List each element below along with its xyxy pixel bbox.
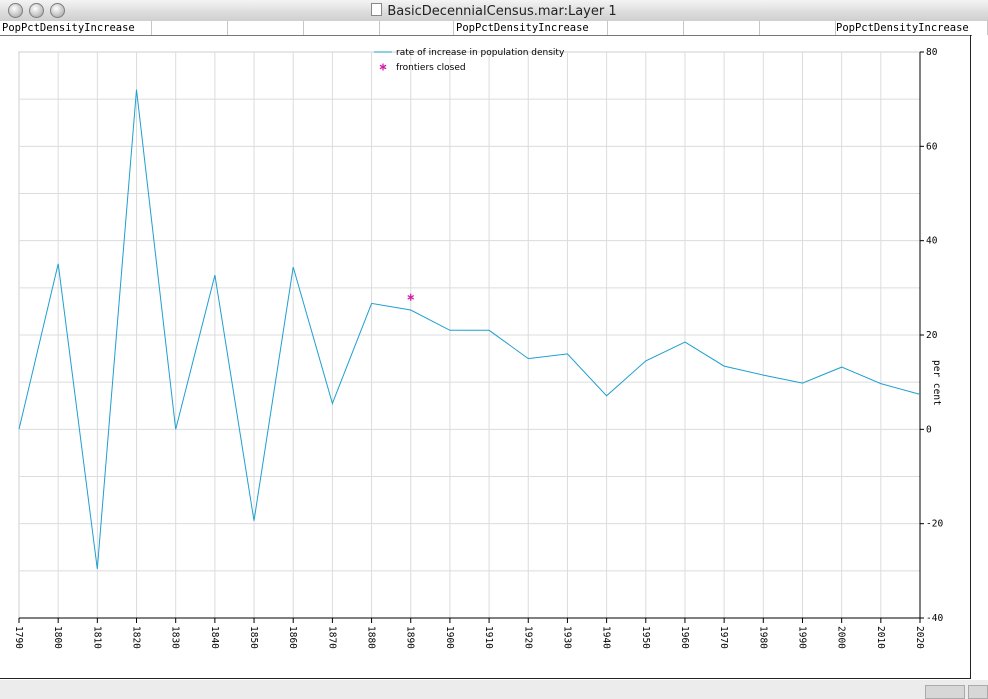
header-cell[interactable]: [684, 21, 760, 35]
y-tick-label: -20: [926, 519, 943, 530]
x-tick-label: 1840: [209, 626, 220, 649]
window-title: BasicDecennialCensus.mar:Layer 1: [387, 4, 617, 19]
plot-frame: [0, 35, 971, 679]
status-bar: [0, 680, 988, 699]
data-point: [762, 374, 765, 377]
window-title-area: BasicDecennialCensus.mar:Layer 1: [0, 3, 988, 19]
x-tick-label: 1920: [522, 626, 533, 649]
y-tick-label: -40: [926, 613, 943, 624]
minimize-window-button[interactable]: [29, 3, 44, 18]
header-cell[interactable]: [608, 21, 684, 35]
x-tick-label: 1890: [405, 626, 416, 649]
data-point: [213, 274, 216, 277]
data-point: [57, 262, 60, 265]
asterisk-stroke: [407, 294, 415, 300]
close-window-button[interactable]: [8, 3, 23, 18]
data-point: [605, 394, 608, 397]
x-tick-label: 1790: [13, 626, 24, 649]
header-cell[interactable]: [380, 21, 454, 35]
legend-label: frontiers closed: [396, 63, 466, 73]
x-tick-label: 1940: [601, 626, 612, 649]
asterisk-stroke: [379, 64, 387, 70]
x-tick-label: 1860: [287, 626, 298, 649]
data-point: [801, 382, 804, 385]
data-point: [174, 428, 177, 431]
y-axis-label: per cent: [931, 360, 942, 406]
x-tick-label: 1850: [248, 626, 259, 649]
window-resize-button[interactable]: [925, 685, 965, 699]
x-tick-label: 1810: [91, 626, 102, 649]
y-tick-label: 0: [926, 424, 932, 435]
data-point: [96, 567, 99, 570]
x-tick-label: 2020: [914, 626, 925, 649]
data-point: [879, 382, 882, 385]
data-point: [135, 88, 138, 91]
header-cell[interactable]: [304, 21, 380, 35]
header-cell[interactable]: [152, 21, 228, 35]
y-tick-label: 40: [926, 236, 938, 247]
x-tick-label: 2010: [875, 626, 886, 649]
title-bar: BasicDecennialCensus.mar:Layer 1: [0, 0, 988, 22]
x-tick-label: 1960: [679, 626, 690, 649]
data-point: [409, 309, 412, 312]
x-tick-label: 2000: [836, 626, 847, 649]
data-point: [919, 393, 922, 396]
x-tick-label: 1800: [52, 626, 63, 649]
x-tick-label: 1900: [444, 626, 455, 649]
header-cell[interactable]: PopPctDensityIncrease: [0, 21, 152, 35]
x-tick-label: 1970: [718, 626, 729, 649]
data-point: [448, 329, 451, 332]
data-point: [527, 357, 530, 360]
right-ruler: [972, 35, 988, 679]
zoom-window-button[interactable]: [50, 3, 65, 18]
x-tick-label: 1820: [131, 626, 142, 649]
x-tick-label: 1950: [640, 626, 651, 649]
legend-asterisk-swatch: [379, 63, 387, 71]
data-point: [644, 359, 647, 362]
legend-label: rate of increase in population density: [396, 48, 565, 58]
x-tick-label: 1880: [366, 626, 377, 649]
document-icon: [371, 3, 383, 16]
data-point: [840, 366, 843, 369]
data-point: [18, 428, 21, 431]
x-tick-label: 1910: [483, 626, 494, 649]
y-tick-label: 60: [926, 141, 938, 152]
data-point: [723, 365, 726, 368]
series-line-population-density: [18, 89, 921, 569]
x-tick-label: 1830: [170, 626, 181, 649]
data-point: [331, 402, 334, 405]
header-cell[interactable]: [760, 21, 836, 35]
data-point: [253, 519, 256, 522]
resize-grip[interactable]: [968, 685, 988, 699]
x-tick-label: 1990: [796, 626, 807, 649]
header-cell[interactable]: PopPctDensityIncrease: [454, 21, 608, 35]
y-tick-label: 80: [926, 47, 938, 58]
data-point: [292, 266, 295, 269]
x-tick-label: 1870: [326, 626, 337, 649]
x-tick-label: 1980: [757, 626, 768, 649]
data-point: [566, 352, 569, 355]
data-point: [370, 302, 373, 305]
header-cell[interactable]: [228, 21, 304, 35]
data-point: [488, 329, 491, 332]
y-tick-label: 20: [926, 330, 938, 341]
frontiers-closed-marker: [407, 293, 415, 301]
data-point: [683, 341, 686, 344]
x-tick-label: 1930: [561, 626, 572, 649]
